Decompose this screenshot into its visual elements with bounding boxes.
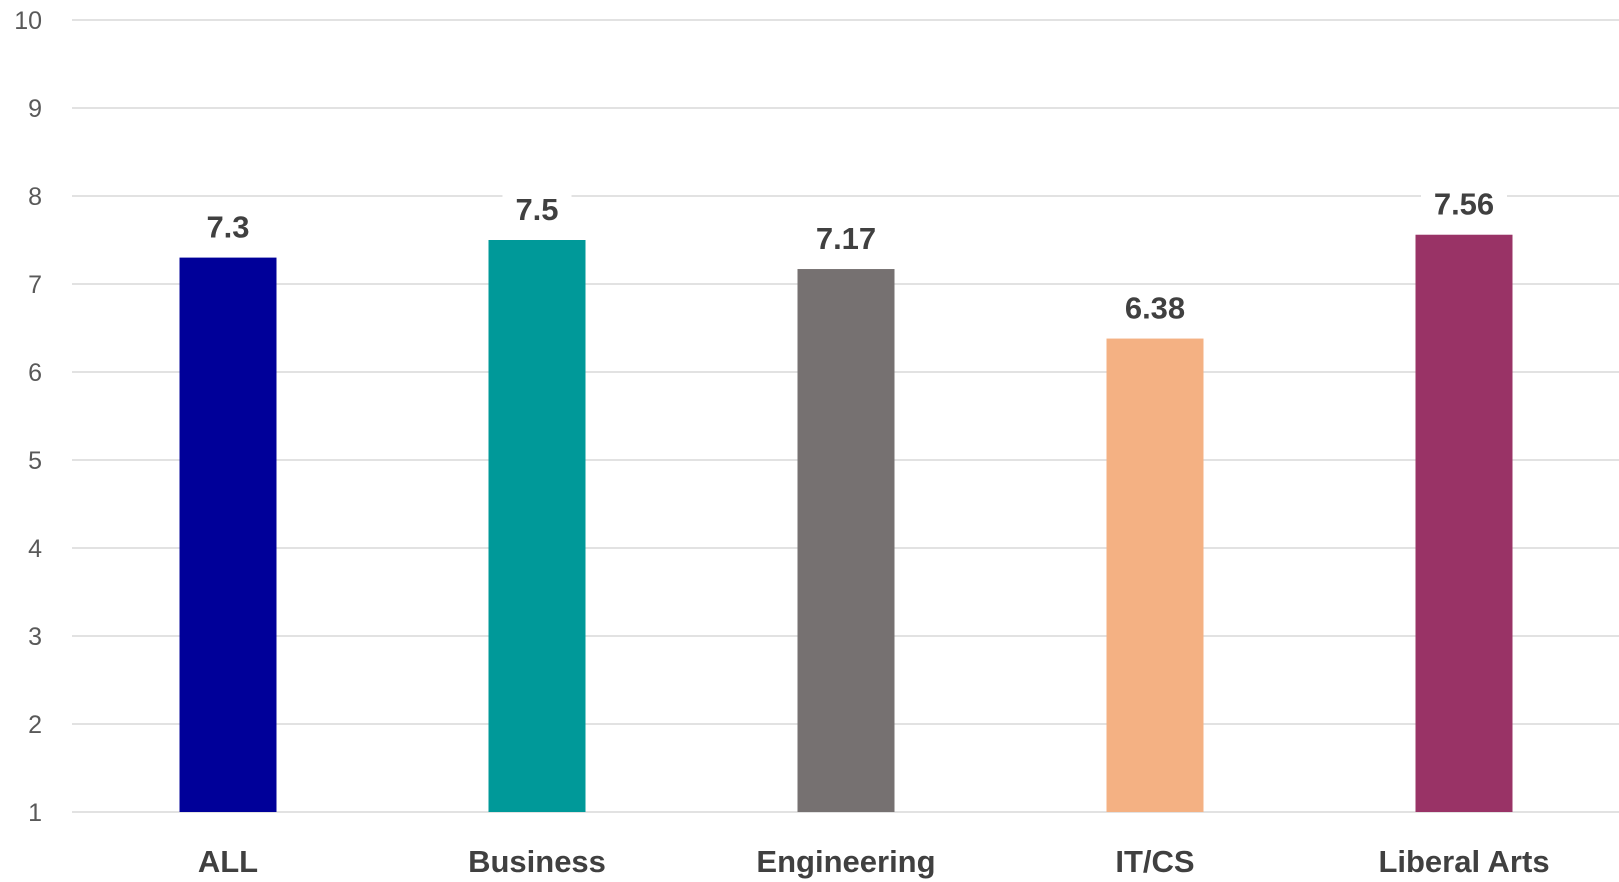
data-label-background [803, 217, 889, 260]
data-label-background [1112, 286, 1198, 329]
data-label-engineering: 7.17 [816, 221, 876, 256]
data-label-business: 7.5 [515, 192, 558, 227]
data-label-liberal-arts: 7.56 [1434, 187, 1494, 222]
category-label-business: Business [468, 844, 606, 879]
y-tick-label: 8 [28, 183, 42, 211]
y-tick-label: 3 [28, 623, 42, 651]
bar-it-cs [1106, 338, 1204, 812]
data-label-it-cs: 6.38 [1125, 291, 1185, 326]
bars [179, 234, 1513, 813]
category-label-liberal-arts: Liberal Arts [1378, 844, 1549, 879]
bar-engineering [797, 269, 895, 812]
category-label-engineering: Engineering [756, 844, 935, 879]
data-label-background [193, 205, 263, 248]
y-axis-tick-labels: 1 2 3 4 5 6 7 8 9 10 [14, 7, 42, 827]
data-label-background [502, 188, 572, 230]
data-labels: 7.3 7.5 7.17 6.38 7.56 [193, 182, 1507, 329]
bar-business [488, 240, 586, 812]
data-label-all: 7.3 [206, 210, 249, 245]
y-tick-label: 4 [28, 535, 42, 563]
y-tick-label: 7 [28, 271, 42, 299]
x-axis-category-labels: ALL Business Engineering IT/CS Liberal Arts [198, 844, 1550, 879]
data-label-background [1421, 182, 1507, 225]
y-tick-label: 2 [28, 711, 42, 739]
y-tick-label: 9 [28, 95, 42, 123]
bar-liberal-arts [1415, 234, 1513, 813]
y-tick-label: 6 [28, 359, 42, 387]
category-label-all: ALL [198, 844, 258, 879]
y-tick-label: 10 [14, 7, 42, 35]
category-label-it-cs: IT/CS [1115, 844, 1194, 879]
y-tick-label: 5 [28, 447, 42, 475]
bar-all [179, 257, 277, 813]
y-tick-label: 1 [28, 799, 42, 827]
